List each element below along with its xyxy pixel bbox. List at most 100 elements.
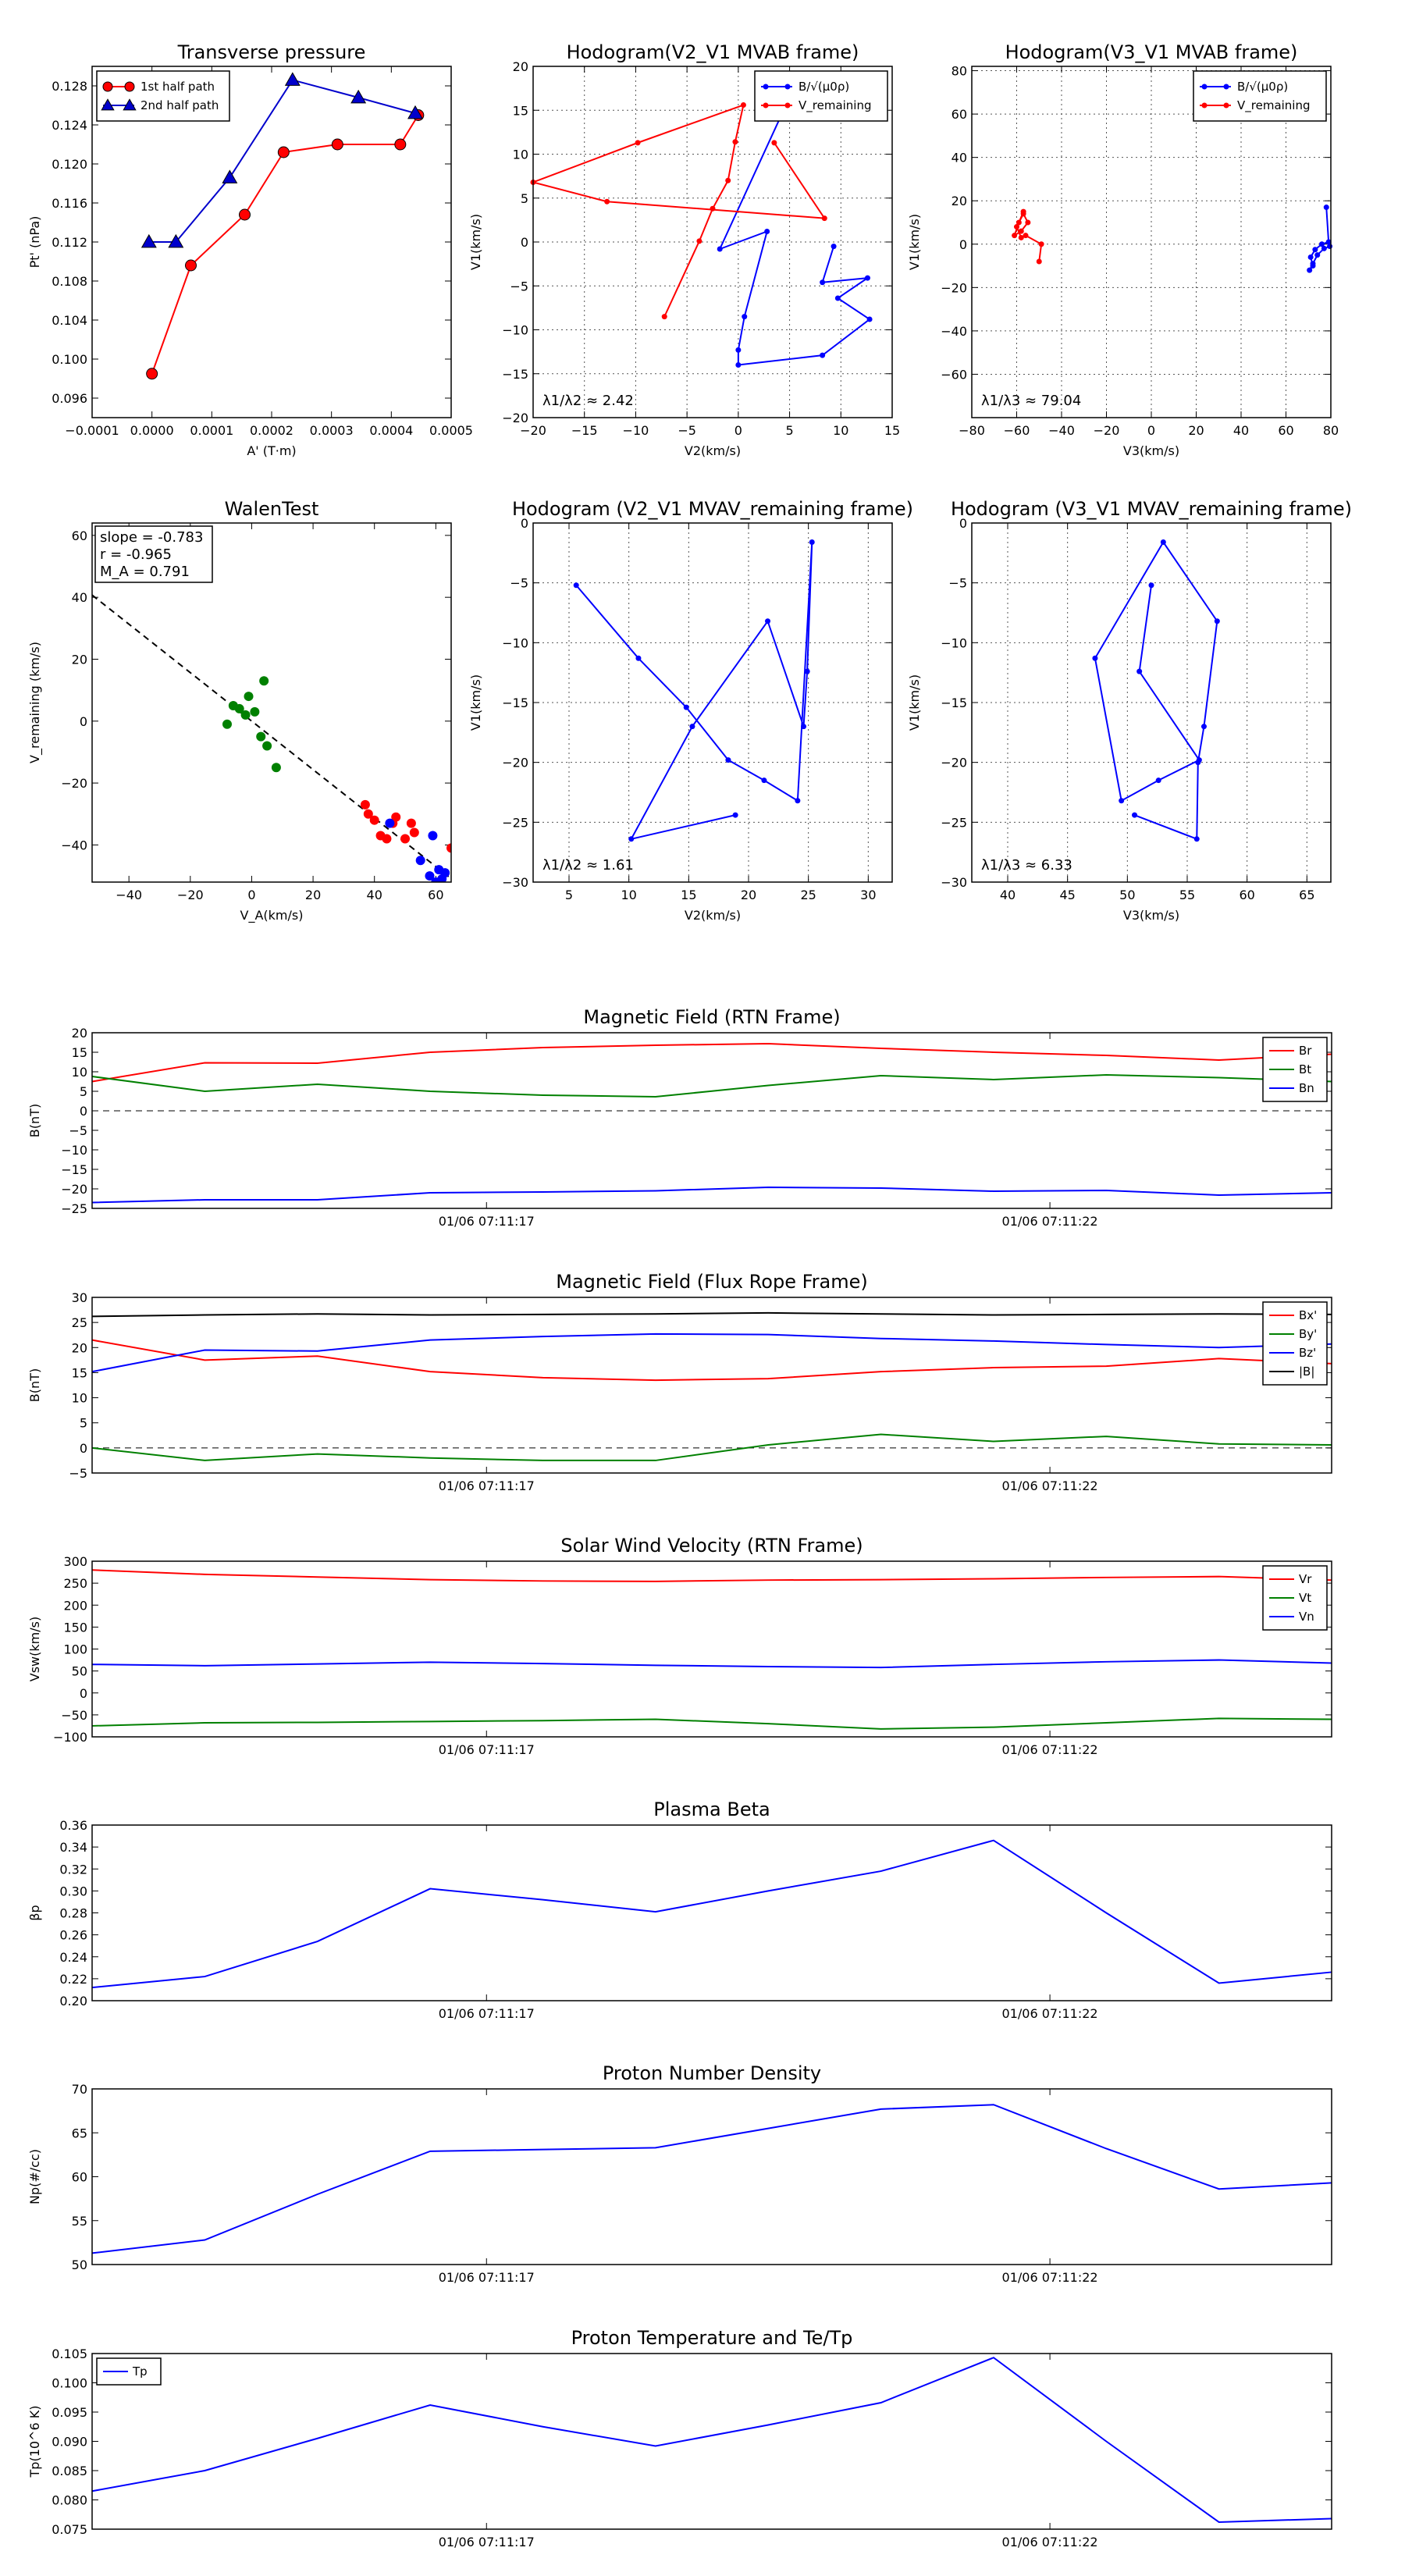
legend-box [1193,70,1327,122]
stats-line: M_A = 0.791 [100,564,190,580]
panel-h1: −20 −15 −10 −5 0 5 10 15 −20 −15 −10 −5 0 5 10 15 20 Hodo… [468,41,900,458]
axes-frame [971,66,1332,418]
y-tick-label: 15 [72,1045,87,1060]
time-tick-label: 01/06 07:11:22 [1002,2535,1098,2549]
y-tick-label: 10 [72,1391,87,1406]
x-tick-label: −15 [571,423,598,438]
data-point [228,700,238,710]
data-point [820,279,826,286]
data-point [1014,224,1019,230]
data-point [834,295,841,301]
axes-frame [91,1560,1332,1738]
legend-label: B/√(μ0ρ) [1237,80,1288,94]
legend-marker [1201,84,1208,90]
y-tick-label: 0.104 [52,313,87,328]
y-tick-label: 5 [521,191,528,206]
y-tick-label: 0.36 [59,1818,87,1833]
y-tick-label: −25 [941,815,967,830]
data-point [604,198,610,205]
legend-label: Bn [1299,1081,1314,1095]
x-tick-label: −20 [520,423,546,438]
eigenvalue-ratio: λ1/λ3 ≈ 79.04 [981,393,1081,409]
data-point [821,215,827,222]
y-tick-label: 20 [72,1340,87,1355]
x-tick-label: 60 [1239,888,1254,902]
legend-label: V_remaining [799,98,872,113]
series-line [91,2104,1332,2254]
y-tick-label: 0.085 [52,2464,87,2478]
time-tick-label: 01/06 07:11:22 [1002,1214,1098,1229]
y-axis-label: V1(km/s) [468,674,483,731]
y-axis-label: V1(km/s) [468,214,483,270]
x-tick-label: 0.0002 [250,423,293,438]
data-point [1196,757,1202,763]
data-point [1327,244,1333,250]
axes-frame [91,1824,1332,2001]
y-tick-label: 0.30 [59,1884,87,1898]
data-point [1036,258,1042,265]
y-tick-label: −5 [510,279,528,294]
y-tick-label: −40 [61,838,87,852]
y-tick-label: −100 [53,1730,87,1745]
x-tick-label: 55 [1179,888,1195,902]
chart-title: Hodogram (V3_V1 MVAV_remaining frame) [951,498,1352,520]
legend-label: By' [1299,1327,1317,1341]
data-point [742,314,748,320]
data-point [573,582,579,589]
data-point [406,818,416,828]
data-point [864,275,870,281]
data-point [1119,798,1125,804]
y-axis-label: Np(#/cc) [27,2149,42,2204]
data-point [1319,241,1325,247]
chart-title: WalenTest [225,498,319,520]
time-tick-label: 01/06 07:11:17 [439,2270,535,2285]
y-tick-label: 55 [72,2214,87,2229]
y-tick-label: 60 [951,107,967,122]
y-tick-label: 0.108 [52,274,87,289]
y-tick-label: −10 [941,635,967,650]
y-tick-label: 0.34 [59,1840,87,1855]
y-tick-label: 300 [63,1554,87,1569]
data-point [1092,655,1098,661]
x-tick-label: 45 [1059,888,1075,902]
data-point [1038,241,1044,247]
legend-marker [101,98,115,111]
y-axis-label: V1(km/s) [907,674,922,731]
data-point [394,138,407,151]
x-tick-label: −0.0001 [65,423,119,438]
data-point [415,856,425,866]
y-tick-label: 60 [72,2170,87,2185]
y-tick-label: 0.20 [59,1994,87,2008]
x-tick-label: 0 [1147,423,1155,438]
x-tick-label: −60 [1004,423,1030,438]
y-tick-label: 40 [72,590,87,605]
y-tick-label: −20 [941,280,967,295]
y-tick-label: 20 [513,59,528,74]
stats-line: r = -0.965 [100,546,172,563]
data-point [635,655,642,661]
data-point [1200,724,1207,730]
y-tick-label: −30 [502,875,528,890]
series-line [91,1311,1332,1318]
data-point [831,244,837,250]
y-tick-label: −30 [941,875,967,890]
y-tick-label: −20 [502,756,528,770]
eigenvalue-ratio: λ1/λ3 ≈ 6.33 [981,857,1072,873]
y-tick-label: 0 [521,235,528,250]
x-tick-label: 40 [367,888,382,902]
series-line [91,1339,1332,1382]
y-tick-label: 30 [72,1290,87,1305]
data-point [271,763,281,773]
y-tick-label: 5 [80,1416,87,1431]
data-point [446,843,451,853]
y-tick-label: 70 [72,2082,87,2097]
y-tick-label: 0.124 [52,118,87,133]
panel-ts5: 50 55 60 65 70 01/06 07:11:17 01/06 07:11:22 Pr… [27,2062,1332,2285]
data-point [168,233,184,248]
panel-tp: −0.0001 0.0000 0.0001 0.0002 0.0003 0.0004 0.0… [27,41,473,458]
axes-frame [91,1032,1332,1209]
chart-title: Magnetic Field (RTN Frame) [583,1006,840,1028]
data-point [425,871,435,881]
